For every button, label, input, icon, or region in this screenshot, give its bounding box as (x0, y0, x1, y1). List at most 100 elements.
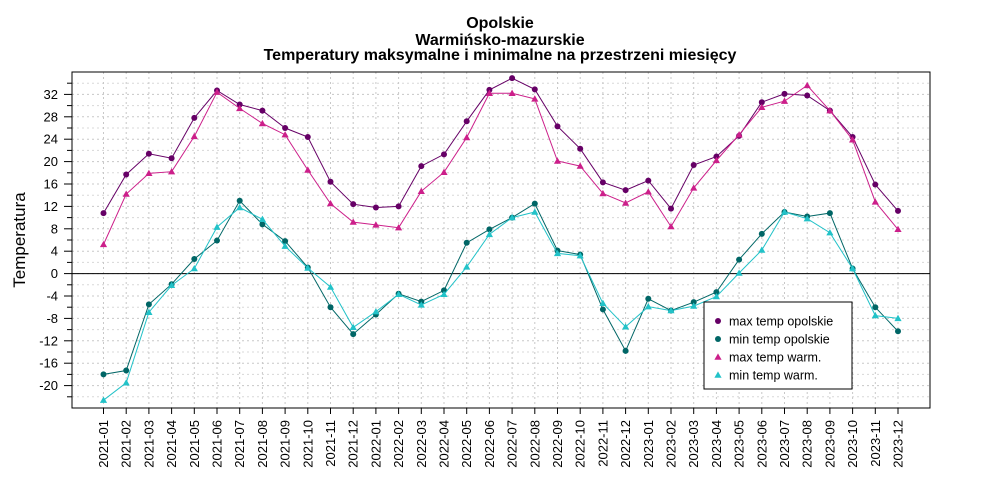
data-point (168, 155, 175, 162)
data-point (236, 203, 244, 211)
y-tick-label: 32 (44, 87, 58, 102)
data-point (440, 168, 448, 175)
y-tick-label: 4 (51, 244, 58, 259)
y-tick-label: -20 (39, 378, 58, 393)
x-tick-label: 2022-01 (368, 420, 383, 468)
x-tick-label: 2023-05 (732, 420, 747, 468)
y-tick-label: 16 (44, 177, 58, 192)
data-point (485, 230, 493, 238)
data-point (395, 290, 403, 298)
data-point (531, 200, 538, 207)
x-tick-label: 2022-07 (505, 420, 520, 468)
data-point (735, 269, 743, 276)
series-2 (99, 81, 902, 248)
data-point (712, 156, 720, 164)
data-point (758, 103, 766, 110)
x-tick-label: 2023-10 (845, 420, 860, 468)
data-point (145, 150, 152, 157)
data-point (259, 221, 266, 228)
y-tick-label: -8 (46, 311, 58, 326)
data-point (372, 204, 379, 211)
data-point (508, 214, 516, 221)
data-point (463, 118, 470, 125)
data-point (327, 304, 334, 311)
data-point (735, 131, 743, 138)
legend-marker (714, 371, 722, 378)
data-point (349, 323, 357, 331)
x-tick-label: 2021-12 (346, 420, 361, 468)
y-tick-label: 20 (44, 154, 58, 169)
x-tick-label: 2021-08 (255, 420, 270, 468)
series-line (103, 84, 899, 245)
data-point (213, 223, 221, 230)
data-point (100, 210, 107, 217)
x-tick-label: 2021-03 (141, 420, 156, 468)
data-point (236, 104, 244, 112)
data-point (395, 224, 403, 231)
x-tick-label: 2023-06 (754, 420, 769, 468)
data-point (872, 181, 879, 188)
data-point (553, 249, 562, 257)
data-point (690, 161, 697, 168)
data-point (122, 379, 130, 386)
data-point (190, 264, 198, 272)
data-point (486, 226, 493, 233)
x-tick-label: 2021-07 (232, 420, 247, 468)
x-tick-label: 2023-07 (777, 420, 792, 468)
data-point (145, 301, 152, 308)
x-tick-label: 2023-01 (641, 420, 656, 468)
data-point (690, 184, 698, 191)
data-point (644, 188, 652, 195)
data-point (553, 157, 562, 164)
data-point (168, 281, 176, 289)
data-point (599, 306, 606, 313)
x-tick-label: 2022-11 (595, 420, 610, 467)
data-point (463, 133, 471, 141)
x-tick-label: 2023-02 (664, 420, 679, 468)
data-point (645, 177, 652, 184)
y-tick-label: 8 (51, 221, 58, 236)
data-point (667, 222, 675, 230)
y-tick-label: -12 (39, 333, 58, 348)
data-point (667, 306, 675, 314)
data-point (258, 215, 266, 222)
data-point (463, 263, 471, 270)
data-point (282, 238, 289, 245)
data-point (622, 323, 630, 330)
data-point (258, 119, 266, 127)
x-tick-label: 2022-05 (459, 420, 474, 468)
data-point (485, 89, 493, 96)
chart-title: Opolskie Warmińsko-mazurskie Temperatury… (264, 15, 737, 64)
data-point (304, 166, 312, 173)
data-point (894, 314, 902, 322)
x-tick-label: 2022-04 (437, 420, 452, 468)
data-point (826, 229, 834, 236)
data-point (281, 242, 289, 249)
data-point (531, 86, 538, 93)
data-point (668, 205, 674, 212)
data-point (871, 198, 879, 205)
x-tick-label: 2023-03 (686, 420, 701, 468)
data-point (213, 88, 221, 95)
data-point (849, 264, 857, 272)
series-line (103, 77, 899, 214)
data-point (645, 295, 652, 302)
data-point (712, 292, 720, 300)
x-tick-label: 2021-09 (278, 420, 293, 468)
data-point (599, 299, 607, 306)
data-point (531, 95, 539, 102)
grid (72, 72, 930, 408)
data-point (463, 239, 470, 246)
data-point (690, 302, 698, 309)
y-axis-title: Temperatura (10, 192, 29, 288)
x-tick-label: 2021-06 (210, 420, 225, 468)
data-point (780, 97, 789, 104)
title-line-1: Opolskie (466, 15, 534, 32)
x-tick-label: 2022-02 (391, 420, 406, 468)
x-tick-label: 2021-02 (119, 420, 134, 468)
legend-label: max temp opolskie (729, 315, 833, 329)
data-point (326, 283, 335, 290)
data-point (327, 178, 334, 185)
legend-box (703, 301, 853, 390)
legend-marker (715, 336, 721, 342)
